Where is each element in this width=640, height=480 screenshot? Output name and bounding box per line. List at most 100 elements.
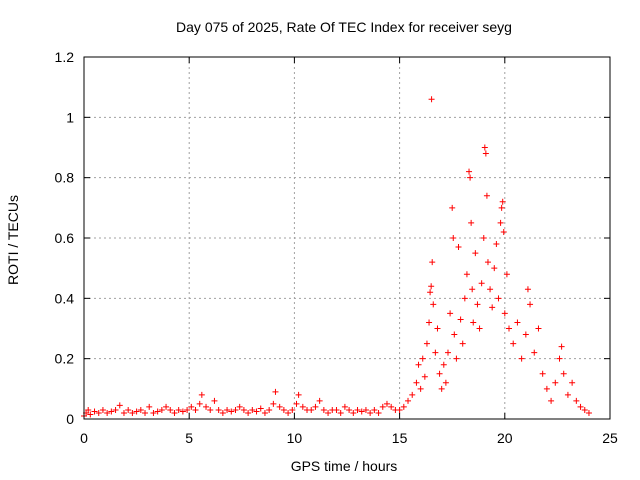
data-point <box>266 406 273 413</box>
data-point <box>419 355 426 362</box>
data-point <box>383 400 390 407</box>
data-point <box>375 409 382 416</box>
data-point <box>95 409 102 416</box>
data-point <box>426 319 433 326</box>
data-point <box>493 241 500 248</box>
data-point <box>444 349 451 356</box>
data-point <box>337 409 344 416</box>
data-point <box>461 295 468 302</box>
data-point <box>428 283 435 290</box>
data-point <box>449 204 456 211</box>
data-point <box>466 168 473 175</box>
data-point <box>285 409 292 416</box>
data-point <box>295 391 302 398</box>
data-point <box>474 301 481 308</box>
data-point <box>484 259 491 266</box>
data-point <box>198 391 205 398</box>
data-point <box>450 235 457 241</box>
chart-title: Day 075 of 2025, Rate Of TEC Index for r… <box>176 19 512 35</box>
data-point <box>120 409 127 416</box>
data-point <box>539 370 546 377</box>
data-point <box>232 406 239 413</box>
data-point <box>362 406 369 413</box>
data-point <box>413 379 420 386</box>
y-tick-label: 0.8 <box>55 170 75 186</box>
data-point <box>341 403 348 410</box>
data-point <box>133 408 140 415</box>
y-tick-label: 0.2 <box>55 351 75 367</box>
data-point <box>87 411 94 418</box>
data-point <box>184 406 191 413</box>
data-point <box>354 406 361 413</box>
data-point <box>150 409 157 416</box>
data-point <box>211 397 218 404</box>
data-point <box>489 304 496 311</box>
data-point <box>346 406 353 413</box>
data-point <box>188 403 195 410</box>
data-point <box>409 391 416 398</box>
data-point <box>453 355 460 362</box>
data-point <box>522 331 529 338</box>
data-point <box>463 271 470 278</box>
data-point <box>514 319 521 326</box>
data-point <box>415 361 422 368</box>
data-point <box>535 325 542 332</box>
data-point <box>272 388 279 395</box>
data-point <box>207 406 214 413</box>
data-point <box>129 409 136 416</box>
data-point <box>510 340 517 347</box>
data-point <box>459 340 466 347</box>
data-point <box>192 406 199 413</box>
data-point <box>481 144 488 151</box>
data-point <box>556 355 563 362</box>
data-point <box>367 409 374 416</box>
data-point <box>396 406 403 413</box>
data-point <box>569 379 576 386</box>
data-point <box>280 406 287 413</box>
data-point <box>400 403 407 410</box>
data-point <box>249 406 256 413</box>
data-point <box>430 301 437 308</box>
data-point <box>320 406 327 413</box>
data-point <box>388 403 395 410</box>
data-point <box>495 295 502 302</box>
data-point <box>421 373 428 380</box>
data-point <box>543 385 550 392</box>
data-point <box>451 331 458 338</box>
data-point <box>163 403 170 410</box>
data-point <box>91 408 98 415</box>
data-point <box>438 385 445 392</box>
data-point <box>573 397 580 404</box>
data-point <box>482 150 489 157</box>
x-tick-label: 20 <box>497 430 513 446</box>
data-point <box>308 406 315 413</box>
data-point <box>228 408 235 415</box>
data-point <box>125 406 132 413</box>
data-point <box>175 406 182 413</box>
data-point <box>470 319 477 326</box>
y-tick-label: 0 <box>66 411 74 427</box>
data-point <box>428 96 435 103</box>
data-point <box>405 397 412 404</box>
data-point <box>142 409 149 416</box>
data-point <box>552 379 559 386</box>
data-point <box>527 301 534 308</box>
x-tick-label: 10 <box>287 430 303 446</box>
data-point <box>203 403 210 410</box>
data-point <box>440 361 447 368</box>
data-point <box>480 235 487 241</box>
data-point <box>501 310 508 317</box>
data-point <box>293 400 300 407</box>
data-point <box>379 403 386 410</box>
data-point <box>436 370 443 377</box>
data-point <box>104 409 111 416</box>
y-tick-label: 1.2 <box>55 49 75 65</box>
data-point <box>116 402 123 409</box>
data-point <box>455 244 462 251</box>
data-point <box>299 403 306 410</box>
data-point <box>325 409 332 416</box>
data-point <box>158 406 165 413</box>
data-point <box>99 406 106 413</box>
data-point <box>560 370 567 377</box>
data-point <box>478 280 485 287</box>
